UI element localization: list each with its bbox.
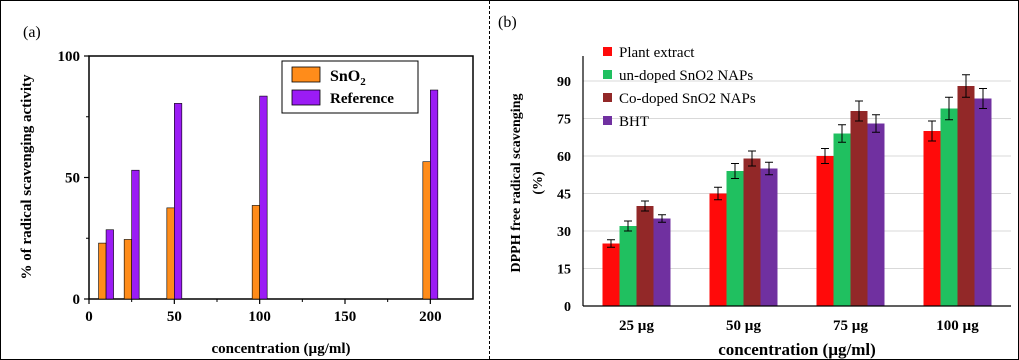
bar-b-2-0	[636, 206, 654, 306]
x-tick-label-a: 50	[167, 309, 182, 325]
x-tick-label-a: 200	[419, 309, 442, 325]
legend-label-b-0: Plant extract	[619, 45, 695, 61]
bar-b-1-1	[726, 171, 744, 306]
bar-b-2-3	[957, 86, 975, 306]
x-tick-label-b: 50 µg	[726, 318, 761, 334]
bar-a-sno2-25	[123, 239, 132, 300]
legend-swatch-sno2	[291, 66, 321, 83]
y-axis-label-b-line2: (%)	[531, 171, 546, 195]
y-axis-label-a: % of radical scavenging activity	[19, 74, 35, 279]
legend-label-reference: Reference	[330, 91, 394, 107]
bar-b-0-3	[923, 131, 941, 306]
x-tick-label-b: 100 µg	[936, 318, 979, 334]
bar-b-2-1	[743, 158, 761, 306]
chart-a: (a) 0 50 100 150 200 0 50 100 concentration (µg…	[19, 24, 474, 357]
y-axis-label-b-line1: DPPH free radical scavenging	[509, 94, 524, 273]
legend-swatch-b-1	[603, 70, 612, 79]
x-tick-label-a: 150	[334, 309, 357, 325]
bar-a-sno2-50	[166, 207, 175, 300]
bar-a-sno2-100	[251, 205, 260, 300]
bar-b-0-2	[816, 156, 834, 306]
chart-b: (b) 0 15 30 45 60 75 90 25 µg 50 µg 75 µg 100 µg c…	[498, 14, 1011, 359]
y-tick-label-b: 45	[557, 188, 571, 203]
y-tick-label-b: 0	[564, 300, 571, 315]
legend-label-b-1: un-doped SnO2 NAPs	[619, 68, 753, 84]
bar-b-3-3	[974, 98, 992, 306]
y-tick-label-a: 0	[73, 292, 81, 308]
bar-b-3-1	[760, 168, 778, 306]
bar-b-1-2	[833, 133, 851, 306]
panel-label-a: (a)	[23, 24, 41, 41]
legend-a: SnO2 Reference	[281, 60, 419, 114]
bar-a-reference-10	[105, 229, 114, 300]
bar-b-3-0	[653, 218, 671, 306]
legend-swatch-b-3	[603, 116, 612, 125]
legend-swatch-b-2	[603, 93, 612, 102]
x-tick-label-b: 75 µg	[833, 318, 868, 334]
legend-swatch-reference	[291, 89, 321, 106]
y-tick-label-b: 15	[557, 263, 571, 278]
bar-a-reference-25	[131, 169, 140, 300]
y-tick-label-b: 30	[557, 225, 571, 240]
y-tick-label-a: 50	[65, 171, 80, 187]
bar-b-0-0	[602, 243, 620, 306]
legend-b: Plant extract un-doped SnO2 NAPs Co-doped …	[603, 45, 756, 130]
bar-a-reference-50	[174, 103, 183, 300]
bar-b-1-3	[940, 108, 958, 306]
legend-label-b-2: Co-doped SnO2 NAPs	[619, 91, 756, 107]
x-axis-label-a: concentration (µg/ml)	[211, 341, 350, 357]
bar-a-reference-200	[430, 89, 439, 300]
bar-b-3-2	[867, 123, 885, 306]
bar-a-reference-100	[259, 95, 268, 300]
legend-label-sno2: SnO2	[330, 68, 366, 88]
legend-swatch-b-0	[603, 47, 612, 56]
bar-b-2-2	[850, 111, 868, 306]
x-tick-label-a: 0	[85, 309, 93, 325]
y-tick-label-b: 75	[557, 113, 571, 128]
bar-b-0-1	[709, 193, 727, 306]
y-tick-label-a: 100	[58, 49, 81, 65]
y-tick-label-b: 90	[557, 75, 571, 90]
x-tick-label-a: 100	[248, 309, 271, 325]
bar-a-sno2-10	[98, 242, 107, 300]
y-tick-label-b: 60	[557, 150, 571, 165]
bar-a-sno2-200	[422, 161, 431, 300]
legend-label-b-3: BHT	[619, 114, 649, 130]
bar-b-1-0	[619, 226, 637, 306]
x-tick-label-b: 25 µg	[619, 318, 654, 334]
panel-label-b: (b)	[498, 14, 517, 31]
x-axis-label-b: concentration (µg/ml)	[718, 340, 876, 359]
panel-divider	[489, 1, 490, 359]
